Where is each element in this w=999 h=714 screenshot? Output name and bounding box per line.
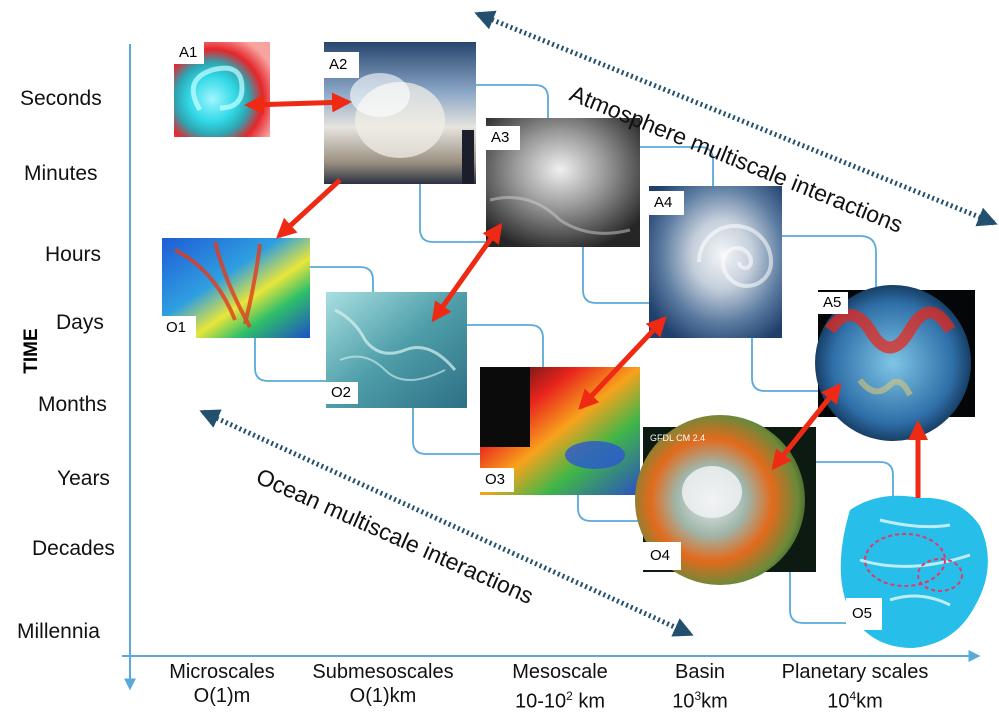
scale-label-submesoscales: Submesoscales O(1)km [308, 660, 458, 708]
scale-label-microscales: Microscales O(1)m [155, 660, 289, 708]
arrow-a2-o1 [276, 178, 342, 239]
arrow-a4-o3 [578, 316, 667, 410]
scale-name: Basin [674, 661, 726, 683]
scale-name: Microscales [169, 661, 275, 683]
scale-name: Planetary scales [781, 661, 929, 683]
arrow-a3-o2 [431, 222, 503, 323]
panel-label-a1: A1 [174, 42, 205, 64]
time-label-hours: Hours [45, 243, 102, 266]
scale-name: Mesoscale [512, 661, 608, 683]
time-label-millennia: Millennia [17, 620, 100, 643]
time-label-days: Days [56, 311, 104, 334]
scale-value: O(1)km [349, 685, 417, 707]
time-label-minutes: Minutes [24, 162, 98, 185]
scale-value: O(1)m [193, 685, 251, 707]
panel-label-o3: O3 [480, 468, 515, 492]
scale-value: 10-102 km [514, 689, 606, 713]
scale-name: Submesoscales [312, 661, 454, 683]
time-label-decades: Decades [32, 537, 115, 560]
panel-label-o4: O4 [643, 542, 682, 570]
ocean-diagonal-arrow [199, 409, 694, 637]
panel-a5-image [815, 285, 975, 441]
panel-label-o2: O2 [326, 382, 359, 404]
scale-label-planetary: Planetary scales 104km [770, 660, 940, 714]
arrow-a5-o4 [771, 382, 842, 471]
scale-value: 104km [827, 689, 883, 713]
panel-label-a2: A2 [324, 52, 360, 78]
time-label-seconds: Seconds [20, 87, 102, 110]
interaction-arrows [244, 92, 928, 498]
atmosphere-annotation: Atmosphere multiscale interactions [566, 80, 907, 238]
panel-label-o1: O1 [162, 316, 197, 340]
panel-label-o5: O5 [846, 598, 883, 630]
panel-label-a5: A5 [818, 292, 849, 314]
scale-label-basin: Basin 103km [655, 660, 745, 714]
scale-label-mesoscale: Mesoscale 10-102 km [497, 660, 623, 714]
arrow-a1-a2 [244, 92, 352, 115]
panel-label-a4: A4 [649, 191, 685, 215]
panel-o1-image [162, 238, 310, 338]
scale-value: 103km [672, 689, 728, 713]
time-label-years: Years [57, 467, 110, 490]
time-label-months: Months [38, 393, 107, 416]
panel-label-a3: A3 [486, 126, 521, 150]
time-axis-title: TIME [21, 328, 42, 374]
